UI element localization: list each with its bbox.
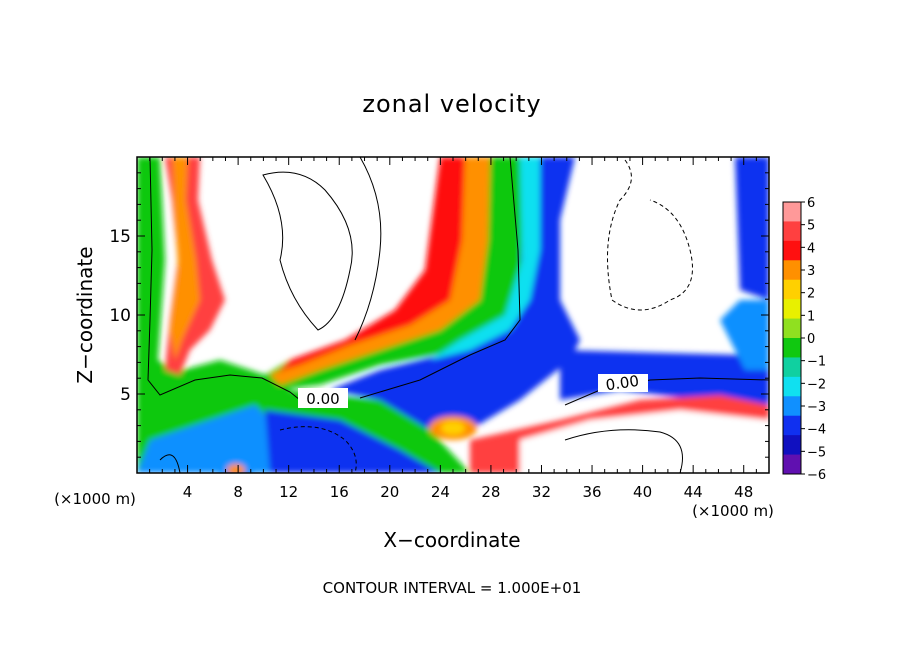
x-tick-label: 48 <box>734 483 753 501</box>
x-tick-label: 36 <box>582 483 601 501</box>
colorbar-swatch <box>783 240 801 261</box>
colorbar-label: 6 <box>807 196 815 211</box>
y-tick-label: 10 <box>109 306 131 326</box>
x-tick-label: 32 <box>532 483 551 501</box>
contour-label-bg <box>598 374 648 392</box>
x-unit-label-right: (×1000 m) <box>692 502 774 520</box>
colorbar-swatch <box>783 415 801 436</box>
contour-label-bg <box>298 388 348 408</box>
colorbar-swatch <box>783 221 801 242</box>
colorbar-label: −2 <box>807 377 826 392</box>
colorbar-swatch <box>783 396 801 417</box>
colorbar-label: 3 <box>807 264 815 279</box>
colorbar-label: −3 <box>807 400 826 415</box>
colorbar-label: 5 <box>807 219 815 234</box>
x-tick-label: 44 <box>684 483 703 501</box>
colorbar-label: −6 <box>807 468 826 483</box>
y-axis: 5 10 15 <box>109 172 769 458</box>
x-tick-label: 16 <box>330 483 349 501</box>
colorbar-label: −5 <box>807 445 826 460</box>
x-tick-label: 8 <box>233 483 243 501</box>
colorbar-swatch <box>783 376 801 397</box>
x-tick-label: 28 <box>481 483 500 501</box>
x-tick-label: 24 <box>431 483 450 501</box>
colorbar-label: 4 <box>807 241 815 256</box>
colorbar-swatch <box>783 435 801 456</box>
chart-title: zonal velocity <box>362 90 541 118</box>
y-axis-label: Z−coordinate <box>73 246 97 383</box>
plot-area <box>137 157 769 473</box>
x-tick-label: 4 <box>183 483 193 501</box>
colorbar-swatch <box>783 260 801 281</box>
colorbar-label: 2 <box>807 287 815 302</box>
x-axis-label: X−coordinate <box>383 528 520 552</box>
colorbar-label: −4 <box>807 423 826 438</box>
x-tick-label: 40 <box>633 483 652 501</box>
contour-interval-text: CONTOUR INTERVAL = 1.000E+01 <box>323 579 582 597</box>
colorbar-swatch <box>783 357 801 378</box>
colorbar-swatch <box>783 202 801 222</box>
contour-label-right: 0.00 <box>605 372 641 394</box>
colorbar-swatch <box>783 299 801 320</box>
y-tick-label: 5 <box>120 385 131 405</box>
contour-lines <box>147 157 769 473</box>
colorbar-label: 1 <box>807 309 815 324</box>
x-tick-label: 20 <box>380 483 399 501</box>
colorbar: 6 5 4 3 2 1 0 −1 −2 −3 −4 −5 −6 <box>782 196 826 483</box>
colorbar-label: −1 <box>807 355 826 370</box>
colorbar-swatch <box>783 338 801 358</box>
contour-label-left: 0.00 <box>306 390 339 408</box>
x-tick-label: 12 <box>279 483 298 501</box>
x-unit-label-left: (×1000 m) <box>54 490 136 508</box>
colorbar-swatch <box>783 279 801 300</box>
colorbar-swatch <box>783 454 801 475</box>
colorbar-swatch <box>783 318 801 339</box>
x-axis: 4 8 12 16 20 24 28 32 36 40 44 48 <box>149 157 757 501</box>
colorbar-label: 0 <box>807 332 815 347</box>
y-tick-label: 15 <box>109 227 131 247</box>
